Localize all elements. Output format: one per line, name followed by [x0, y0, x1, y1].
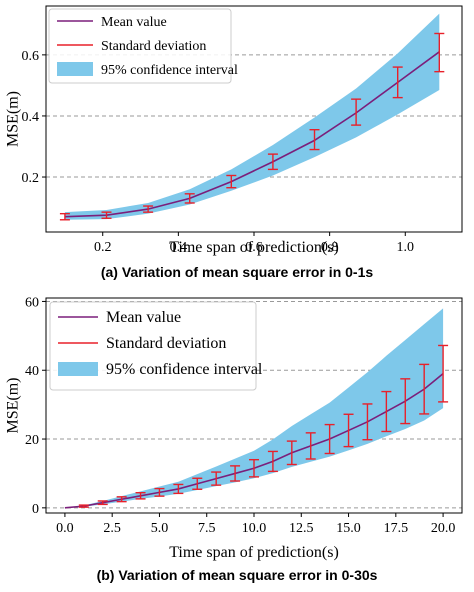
- legend-item-ci: 95% confidence interval: [57, 62, 238, 78]
- y-tick-label: 0.4: [22, 110, 40, 125]
- ci-band: [64, 13, 440, 220]
- x-tick-label: 0.0: [56, 521, 74, 536]
- error-bar: [351, 98, 362, 126]
- error-bar: [362, 403, 373, 441]
- error-bar: [135, 492, 146, 500]
- error-bar: [324, 423, 335, 455]
- y-tick-label: 0: [32, 502, 39, 517]
- y-axis-label: MSE(m): [5, 91, 22, 147]
- x-tick-label: 10.0: [242, 521, 267, 536]
- error-bar: [381, 390, 392, 433]
- legend-swatch: [58, 362, 98, 376]
- error-bar: [230, 465, 241, 482]
- legend-item-mean: Mean value: [57, 15, 167, 30]
- error-bar: [400, 378, 411, 425]
- error-bar: [116, 496, 127, 503]
- error-bar: [249, 458, 259, 478]
- error-bar: [184, 193, 195, 204]
- error-bars: [59, 32, 445, 221]
- chart-panel-a: 0.2 0.4 0.6 0.8 1.0 0.2 0.4 0.6 Mean value Stand…: [5, 5, 463, 280]
- x-tick-label: 5.0: [151, 521, 169, 536]
- x-tick-label: 0.8: [321, 240, 339, 255]
- confidence-band: [64, 13, 440, 220]
- error-bar: [211, 471, 222, 486]
- legend: Mean value Standard deviation 95% confiden…: [48, 8, 238, 84]
- x-tick-label: 0.6: [245, 240, 263, 255]
- y-tick-label: 0.6: [22, 49, 40, 64]
- legend-label: Mean value: [101, 15, 167, 30]
- legend-label: 95% confidence interval: [101, 63, 238, 78]
- axis-ticks: 0.0 2.5 5.0 7.5 10.0 12.5 15.0 17.5 20.0 0 20 40 60: [25, 295, 455, 536]
- x-tick-label: 0.2: [94, 240, 112, 255]
- error-bar: [173, 483, 184, 495]
- y-tick-label: 20: [25, 433, 39, 448]
- error-bar: [343, 413, 354, 448]
- error-bar: [143, 205, 154, 213]
- legend-box: [49, 301, 257, 391]
- error-bar: [438, 344, 449, 403]
- legend-label: Mean value: [106, 309, 181, 326]
- chart-caption: (b) Variation of mean square error in 0-…: [97, 567, 378, 583]
- legend-label: 95% confidence interval: [106, 361, 263, 378]
- error-bar: [434, 32, 445, 73]
- chart-caption: (a) Variation of mean square error in 0-…: [101, 264, 374, 280]
- error-bar: [59, 212, 70, 221]
- error-bar: [267, 153, 278, 171]
- error-bar: [97, 500, 108, 506]
- error-bar: [226, 174, 237, 189]
- x-tick-label: 0.4: [170, 240, 188, 255]
- mean-series-line: [64, 51, 440, 218]
- y-tick-label: 40: [25, 364, 39, 379]
- y-tick-label: 0.2: [22, 171, 40, 186]
- y-axis-label: MSE(m): [5, 378, 22, 434]
- error-bar: [286, 440, 297, 466]
- error-bar: [305, 432, 316, 460]
- legend: Mean value Standard deviation 95% confiden…: [49, 301, 263, 391]
- mean-line: [64, 51, 440, 218]
- error-bar: [78, 504, 89, 508]
- x-tick-label: 12.5: [289, 521, 314, 536]
- error-bar: [101, 211, 112, 219]
- error-bar: [392, 66, 403, 99]
- error-bars: [78, 344, 449, 508]
- legend-item-std: Standard deviation: [57, 39, 206, 54]
- error-bar: [309, 128, 320, 151]
- error-bar: [267, 450, 278, 473]
- legend-label: Standard deviation: [106, 335, 226, 352]
- legend-item-std: Standard deviation: [58, 335, 226, 352]
- x-tick-label: 7.5: [198, 521, 216, 536]
- legend-item-mean: Mean value: [58, 309, 181, 326]
- error-bar: [154, 487, 165, 497]
- chart-panel-b: 0.0 2.5 5.0 7.5 10.0 12.5 15.0 17.5 20.00204060 …: [5, 295, 463, 583]
- legend-swatch: [57, 62, 93, 76]
- x-axis-label: Time span of prediction(s): [169, 239, 339, 256]
- error-bar: [419, 363, 430, 415]
- error-bar: [192, 477, 203, 490]
- axis-ticks: 0.2 0.4 0.6 0.8 1.0 0.2 0.4 0.6: [22, 49, 415, 255]
- x-tick-label: 1.0: [397, 240, 415, 255]
- legend-box: [48, 8, 232, 84]
- legend-item-ci: 95% confidence interval: [58, 361, 263, 378]
- x-axis-label: Time span of prediction(s): [169, 544, 339, 561]
- x-tick-label: 20.0: [431, 521, 456, 536]
- x-tick-label: 2.5: [103, 521, 121, 536]
- x-tick-label: 15.0: [336, 521, 361, 536]
- legend-label: Standard deviation: [101, 39, 206, 54]
- y-tick-label: 60: [25, 295, 39, 310]
- x-tick-label: 17.5: [384, 521, 409, 536]
